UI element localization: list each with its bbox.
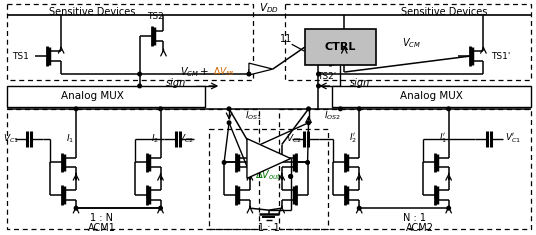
Text: $V_{DD}$: $V_{DD}$ bbox=[259, 2, 279, 15]
Text: ACM1: ACM1 bbox=[88, 223, 116, 233]
Circle shape bbox=[247, 72, 251, 76]
Text: ACM2: ACM2 bbox=[406, 223, 434, 233]
Polygon shape bbox=[332, 86, 531, 107]
Text: $V_{CM}$: $V_{CM}$ bbox=[180, 65, 199, 79]
Text: CTRL: CTRL bbox=[325, 42, 356, 52]
Circle shape bbox=[306, 161, 309, 164]
Text: Analog MUX: Analog MUX bbox=[61, 91, 123, 101]
Circle shape bbox=[307, 121, 310, 125]
Text: Sensitive Devices: Sensitive Devices bbox=[401, 8, 488, 17]
Text: 11: 11 bbox=[280, 34, 292, 44]
Circle shape bbox=[138, 72, 142, 76]
Circle shape bbox=[289, 175, 293, 178]
Circle shape bbox=[339, 107, 342, 111]
Text: $V_{CM}$: $V_{CM}$ bbox=[403, 36, 421, 50]
Circle shape bbox=[289, 175, 293, 178]
Circle shape bbox=[307, 107, 310, 111]
Circle shape bbox=[159, 107, 162, 111]
Text: $\Delta V_{FB}$: $\Delta V_{FB}$ bbox=[213, 66, 235, 78]
Circle shape bbox=[447, 206, 450, 210]
Circle shape bbox=[138, 84, 142, 88]
Polygon shape bbox=[247, 139, 291, 178]
Polygon shape bbox=[249, 63, 273, 75]
Circle shape bbox=[159, 206, 162, 210]
Text: $I_{OS2}$: $I_{OS2}$ bbox=[324, 110, 341, 122]
Text: TS2': TS2' bbox=[317, 71, 336, 81]
Text: TS2: TS2 bbox=[147, 12, 164, 21]
Text: $I_2$: $I_2$ bbox=[151, 132, 159, 145]
Text: $V_{C1}$: $V_{C1}$ bbox=[3, 132, 19, 145]
Text: $\Delta V_{out}$: $\Delta V_{out}$ bbox=[256, 168, 282, 182]
Text: $V_{C2}$: $V_{C2}$ bbox=[178, 132, 195, 145]
Circle shape bbox=[75, 107, 78, 111]
Text: $I_1'$: $I_1'$ bbox=[438, 132, 447, 145]
Text: 1 : 1: 1 : 1 bbox=[258, 223, 280, 233]
Text: +: + bbox=[252, 161, 261, 172]
Text: Analog MUX: Analog MUX bbox=[400, 91, 463, 101]
Text: TS1': TS1' bbox=[492, 52, 511, 61]
Circle shape bbox=[227, 121, 231, 125]
Text: $-$: $-$ bbox=[252, 145, 262, 156]
Circle shape bbox=[447, 107, 450, 111]
Circle shape bbox=[317, 84, 321, 88]
Text: Sensitive Devices: Sensitive Devices bbox=[49, 8, 135, 17]
Text: $I_2'$: $I_2'$ bbox=[349, 132, 358, 145]
Circle shape bbox=[317, 72, 321, 76]
Text: $V_{C2}$: $V_{C2}$ bbox=[286, 132, 302, 145]
Polygon shape bbox=[304, 29, 376, 65]
Text: $I_1$: $I_1$ bbox=[66, 132, 74, 145]
Text: $I_{OS1}$: $I_{OS1}$ bbox=[245, 110, 262, 122]
Circle shape bbox=[358, 206, 361, 210]
Circle shape bbox=[358, 107, 361, 111]
Circle shape bbox=[222, 161, 226, 164]
Polygon shape bbox=[6, 86, 205, 107]
Text: sign: sign bbox=[350, 78, 370, 88]
Text: +: + bbox=[200, 67, 209, 77]
Text: sign: sign bbox=[166, 78, 187, 88]
Circle shape bbox=[75, 206, 78, 210]
Text: 1 : N: 1 : N bbox=[91, 213, 114, 223]
Text: $V_{C1}'$: $V_{C1}'$ bbox=[505, 132, 522, 145]
Text: N : 1: N : 1 bbox=[404, 213, 426, 223]
Circle shape bbox=[227, 107, 231, 111]
Text: TS1: TS1 bbox=[12, 52, 29, 61]
